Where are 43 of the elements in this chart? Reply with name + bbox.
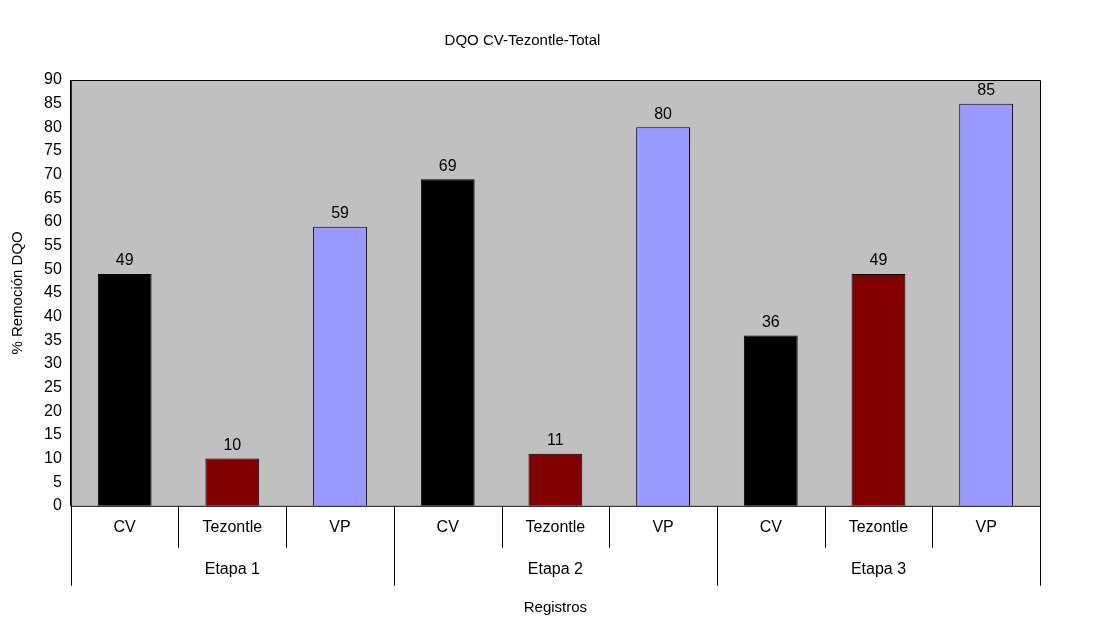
x-tick-label: Tezontle <box>202 517 263 535</box>
data-label: 49 <box>869 251 888 269</box>
text: Etapa 2 <box>527 560 584 578</box>
y-tick-label: 0 <box>52 496 62 514</box>
y-tick-label: 35 <box>44 330 62 348</box>
x-tick-label: CV <box>113 517 137 535</box>
y-tick-label: 80 <box>44 117 62 135</box>
y-tick-label: 90 <box>44 70 62 88</box>
data-label: 36 <box>761 312 780 330</box>
y-tick-label: 15 <box>44 425 62 443</box>
data-label: 85 <box>977 81 996 99</box>
data-label: 69 <box>438 156 457 174</box>
y-tick-label: 70 <box>44 165 62 183</box>
y-tick-label: 20 <box>44 401 62 419</box>
y-tick-label: 10 <box>44 448 62 466</box>
data-label: 10 <box>223 435 242 453</box>
y-tick-label: 85 <box>44 94 62 112</box>
y-tick-label: 40 <box>44 306 62 324</box>
data-label: 11 <box>547 431 564 449</box>
x-tick-label: VP <box>329 517 351 535</box>
y-tick-label: 60 <box>44 212 62 230</box>
text: Etapa 3 <box>850 560 907 578</box>
data-label: 49 <box>115 251 134 269</box>
y-tick-label: 30 <box>44 354 62 372</box>
y-tick-label: 5 <box>52 472 62 490</box>
x-tick-label: VP <box>652 517 674 535</box>
x-axis-title: Registros <box>523 598 588 616</box>
data-label: 80 <box>654 104 673 122</box>
x-tick-label: CV <box>436 517 460 535</box>
y-tick-label: 25 <box>44 377 62 395</box>
y-tick-label: 50 <box>44 259 62 277</box>
y-tick-label: 55 <box>44 236 62 253</box>
x-tick-label: CV <box>759 517 783 535</box>
text: Etapa 1 <box>204 560 261 578</box>
x-tick-label: Tezontle <box>525 517 586 535</box>
y-tick-label: 65 <box>44 188 62 206</box>
x-tick-label: Tezontle <box>848 517 909 535</box>
data-label: 59 <box>331 204 350 222</box>
y-axis-title: % Remoción DQO <box>8 231 26 355</box>
y-tick-label: 45 <box>44 283 62 301</box>
x-tick-label: VP <box>975 517 997 535</box>
chart-title: DQO CV-Tezontle-Total <box>444 31 601 49</box>
y-tick-label: 75 <box>44 141 62 159</box>
